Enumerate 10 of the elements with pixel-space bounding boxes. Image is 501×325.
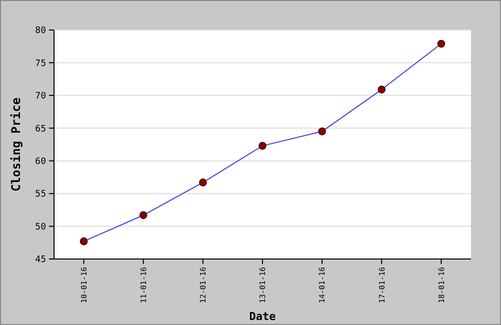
y-axis-title: Closing Price [9,98,23,192]
y-tick-label: 60 [35,157,46,168]
y-tick-label: 50 [35,222,46,232]
y-tick-label: 45 [35,255,46,266]
y-tick-label: 65 [35,124,46,134]
y-tick-label: 75 [35,58,46,69]
y-tick-label: 80 [35,26,46,36]
y-tick-label: 70 [35,92,46,102]
x-axis-title: Date [249,310,276,323]
y-tick-label: 55 [35,190,46,200]
